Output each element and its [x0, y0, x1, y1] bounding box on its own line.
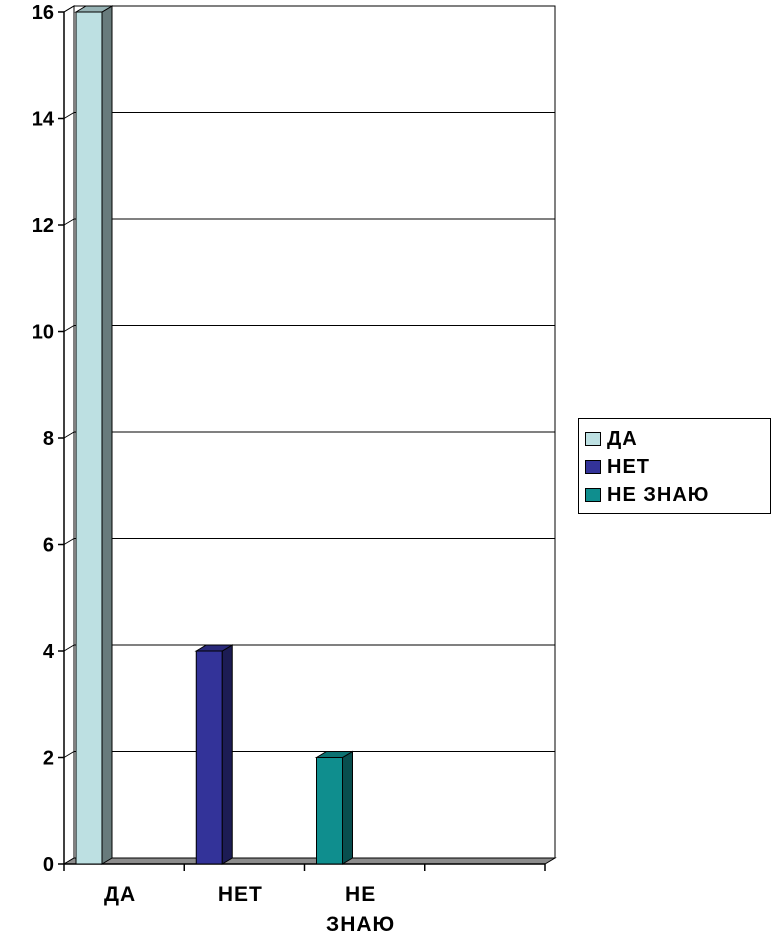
bar-side-2 [342, 750, 353, 865]
legend-label-da: ДА [607, 427, 638, 450]
bar-top-1 [194, 644, 235, 652]
x-category-label-2-line-0: НЕ [345, 883, 376, 906]
legend-swatch-net [585, 460, 601, 474]
legend-swatch-ne-znayu [585, 488, 601, 502]
gridline-side-3 [63, 538, 75, 545]
legend-item-ne-znayu: НЕ ЗНАЮ [585, 481, 764, 509]
legend-label-net: НЕТ [607, 455, 650, 478]
gridline-side-8 [63, 5, 75, 13]
bar-0 [75, 11, 103, 865]
bar-side-1 [221, 644, 233, 865]
legend-item-da: ДА [585, 425, 764, 453]
gridline-side-6 [63, 218, 75, 226]
y-tick-label-1: 2 [43, 748, 54, 770]
y-tick-label-2: 4 [43, 641, 55, 663]
y-tick-label-3: 6 [43, 535, 54, 557]
gridline-side-2 [63, 644, 75, 652]
x-category-label-2-line-1: ЗНАЮ [326, 913, 395, 932]
y-tick-label-5: 10 [32, 322, 54, 344]
gridline-side-5 [63, 325, 75, 332]
legend-item-net: НЕТ [585, 453, 764, 481]
gridline-side-7 [63, 112, 75, 119]
bar-top-0 [74, 5, 114, 13]
y-tick-label-7: 14 [32, 109, 55, 131]
legend-swatch-da [585, 432, 601, 446]
bar-2 [316, 757, 343, 865]
gridline-side-4 [63, 431, 75, 439]
legend: ДА НЕТ НЕ ЗНАЮ [578, 418, 771, 514]
bar-1 [195, 650, 223, 865]
legend-label-ne-znayu: НЕ ЗНАЮ [607, 483, 710, 506]
x-category-label-0-line-0: ДА [104, 883, 136, 906]
y-tick-label-4: 8 [43, 428, 54, 450]
y-tick-label-8: 16 [32, 2, 54, 24]
gridline-side-1 [63, 751, 75, 758]
x-category-label-1-line-0: НЕТ [218, 883, 263, 906]
bar-top-2 [314, 751, 355, 758]
y-tick-label-0: 0 [43, 854, 54, 876]
plot-floor [62, 857, 557, 865]
bar-side-0 [101, 5, 113, 865]
y-tick-label-6: 12 [32, 215, 54, 237]
